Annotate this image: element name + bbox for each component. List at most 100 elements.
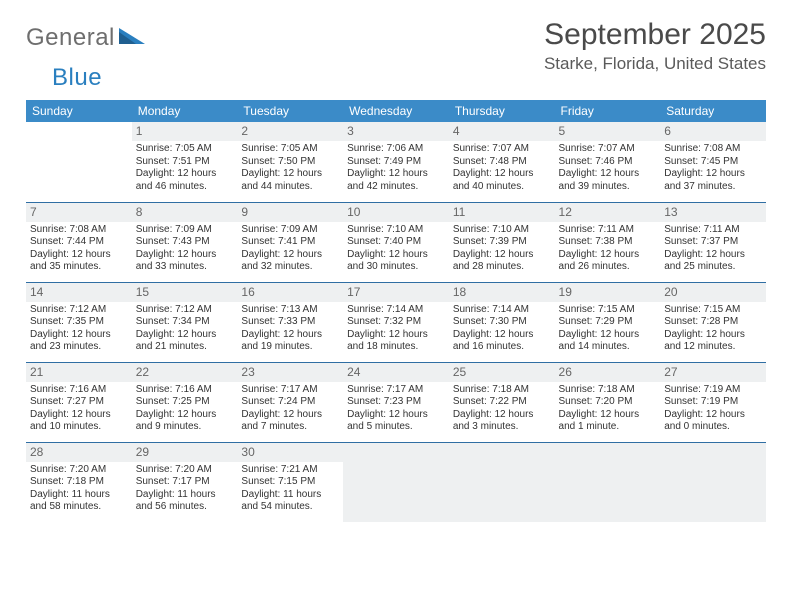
calendar-row: 21Sunrise: 7:16 AMSunset: 7:27 PMDayligh… (26, 362, 766, 442)
calendar-cell: 13 Sunrise: 7:11 AMSunset: 7:37 PMDayligh… (660, 202, 766, 282)
calendar-cell: 3 Sunrise: 7:06 AMSunset: 7:49 PMDaylight… (343, 122, 449, 202)
day-number: 9 (237, 203, 343, 222)
cell-line: Sunset: 7:45 PM (664, 156, 762, 169)
cell-line: and 37 minutes. (664, 181, 762, 194)
logo-word2: Blue (52, 64, 102, 92)
cell-line: Sunrise: 7:06 AM (347, 143, 445, 156)
day-number: 19 (555, 283, 661, 302)
cell-content: Sunrise: 7:16 AMSunset: 7:27 PMDaylight:… (30, 384, 128, 434)
cell-line: and 19 minutes. (241, 341, 339, 354)
cell-line: Sunset: 7:41 PM (241, 236, 339, 249)
cell-content: Sunrise: 7:20 AMSunset: 7:18 PMDaylight:… (30, 464, 128, 514)
day-number: 11 (449, 203, 555, 222)
cell-line: and 7 minutes. (241, 421, 339, 434)
cell-line: Daylight: 12 hours (453, 249, 551, 262)
cell-line: Sunset: 7:51 PM (136, 156, 234, 169)
cell-line: Sunset: 7:28 PM (664, 316, 762, 329)
day-number: 22 (132, 363, 238, 382)
cell-line: Sunset: 7:48 PM (453, 156, 551, 169)
cell-line: Sunset: 7:50 PM (241, 156, 339, 169)
cell-line: and 28 minutes. (453, 261, 551, 274)
calendar-body: 1Sunrise: 7:05 AMSunset: 7:51 PMDaylight… (26, 122, 766, 522)
cell-content: Sunrise: 7:11 AMSunset: 7:38 PMDaylight:… (559, 224, 657, 274)
calendar-cell (26, 122, 132, 202)
day-number: 15 (132, 283, 238, 302)
calendar-cell: 12 Sunrise: 7:11 AMSunset: 7:38 PMDayligh… (555, 202, 661, 282)
day-number: 13 (660, 203, 766, 222)
calendar-row: 7 Sunrise: 7:08 AMSunset: 7:44 PM Daylight… (26, 202, 766, 282)
cell-content: Sunrise: 7:12 AMSunset: 7:35 PMDaylight:… (30, 304, 128, 354)
cell-line: Sunset: 7:49 PM (347, 156, 445, 169)
logo-flag-icon (119, 26, 145, 51)
cell-line: Sunset: 7:40 PM (347, 236, 445, 249)
cell-line: Daylight: 12 hours (241, 168, 339, 181)
cell-line: Daylight: 12 hours (241, 249, 339, 262)
cell-line: Sunset: 7:30 PM (453, 316, 551, 329)
day-number: 6 (660, 122, 766, 141)
calendar-cell: 21Sunrise: 7:16 AMSunset: 7:27 PMDayligh… (26, 362, 132, 442)
calendar-cell: 2 Sunrise: 7:05 AMSunset: 7:50 PMDaylight… (237, 122, 343, 202)
calendar-cell: 17Sunrise: 7:14 AMSunset: 7:32 PMDayligh… (343, 282, 449, 362)
calendar-row: 14Sunrise: 7:12 AMSunset: 7:35 PMDayligh… (26, 282, 766, 362)
cell-line: Sunset: 7:37 PM (664, 236, 762, 249)
calendar-cell: 1Sunrise: 7:05 AMSunset: 7:51 PMDaylight… (132, 122, 238, 202)
cell-line: and 54 minutes. (241, 501, 339, 514)
cell-line: and 12 minutes. (664, 341, 762, 354)
cell-line: Sunrise: 7:17 AM (241, 384, 339, 397)
day-number: 8 (132, 203, 238, 222)
cell-line: Daylight: 12 hours (347, 249, 445, 262)
cell-line: Daylight: 12 hours (664, 329, 762, 342)
cell-line: Daylight: 11 hours (136, 489, 234, 502)
day-number: 2 (237, 122, 343, 141)
cell-content: Sunrise: 7:05 AMSunset: 7:50 PMDaylight:… (241, 143, 339, 193)
cell-line: Sunset: 7:22 PM (453, 396, 551, 409)
calendar-cell: 11Sunrise: 7:10 AMSunset: 7:39 PMDayligh… (449, 202, 555, 282)
cell-line: Sunset: 7:38 PM (559, 236, 657, 249)
cell-line: and 42 minutes. (347, 181, 445, 194)
cell-line: Sunset: 7:44 PM (30, 236, 128, 249)
cell-content: Sunrise: 7:11 AMSunset: 7:37 PMDaylight:… (664, 224, 762, 274)
day-number: 12 (555, 203, 661, 222)
cell-content: Sunrise: 7:05 AMSunset: 7:51 PMDaylight:… (136, 143, 234, 193)
cell-line: Sunset: 7:23 PM (347, 396, 445, 409)
cell-line: Sunrise: 7:16 AM (30, 384, 128, 397)
cell-content: Sunrise: 7:06 AMSunset: 7:49 PMDaylight:… (347, 143, 445, 193)
cell-line: Daylight: 12 hours (30, 329, 128, 342)
cell-line: Daylight: 12 hours (136, 249, 234, 262)
cell-line: and 18 minutes. (347, 341, 445, 354)
day-number: 3 (343, 122, 449, 141)
cell-line: and 35 minutes. (30, 261, 128, 274)
cell-line: and 44 minutes. (241, 181, 339, 194)
cell-content: Sunrise: 7:09 AMSunset: 7:43 PMDaylight:… (136, 224, 234, 274)
cell-line: and 30 minutes. (347, 261, 445, 274)
cell-content: Sunrise: 7:10 AMSunset: 7:40 PMDaylight:… (347, 224, 445, 274)
calendar-table: Sunday Monday Tuesday Wednesday Thursday… (26, 100, 766, 522)
calendar-row: 28 Sunrise: 7:20 AMSunset: 7:18 PMDayligh… (26, 442, 766, 522)
calendar-cell (555, 442, 661, 522)
cell-content: Sunrise: 7:15 AMSunset: 7:28 PMDaylight:… (664, 304, 762, 354)
calendar-cell: 7Sunrise: 7:08 AMSunset: 7:44 PMDaylight… (26, 202, 132, 282)
cell-line: and 25 minutes. (664, 261, 762, 274)
calendar-cell: 10Sunrise: 7:10 AMSunset: 7:40 PMDayligh… (343, 202, 449, 282)
day-number: 26 (555, 363, 661, 382)
cell-line: Sunrise: 7:12 AM (30, 304, 128, 317)
calendar-cell: 29Sunrise: 7:20 AMSunset: 7:17 PMDayligh… (132, 442, 238, 522)
cell-line: Sunrise: 7:10 AM (453, 224, 551, 237)
location: Starke, Florida, United States (544, 54, 766, 74)
weekday-heading: Sunday (26, 100, 132, 122)
day-number: 28 (26, 443, 132, 462)
cell-line: and 5 minutes. (347, 421, 445, 434)
cell-line: Sunrise: 7:08 AM (30, 224, 128, 237)
calendar-row: 1Sunrise: 7:05 AMSunset: 7:51 PMDaylight… (26, 122, 766, 202)
cell-line: Daylight: 12 hours (559, 329, 657, 342)
cell-line: Sunrise: 7:08 AM (664, 143, 762, 156)
calendar-cell: 9Sunrise: 7:09 AMSunset: 7:41 PMDaylight… (237, 202, 343, 282)
cell-content: Sunrise: 7:19 AMSunset: 7:19 PMDaylight:… (664, 384, 762, 434)
logo-word1: General (26, 24, 115, 52)
day-number: 7 (26, 203, 132, 222)
calendar-cell: 5Sunrise: 7:07 AMSunset: 7:46 PMDaylight… (555, 122, 661, 202)
day-number: 27 (660, 363, 766, 382)
cell-line: and 0 minutes. (664, 421, 762, 434)
cell-line: Sunset: 7:17 PM (136, 476, 234, 489)
cell-line: Daylight: 12 hours (136, 329, 234, 342)
